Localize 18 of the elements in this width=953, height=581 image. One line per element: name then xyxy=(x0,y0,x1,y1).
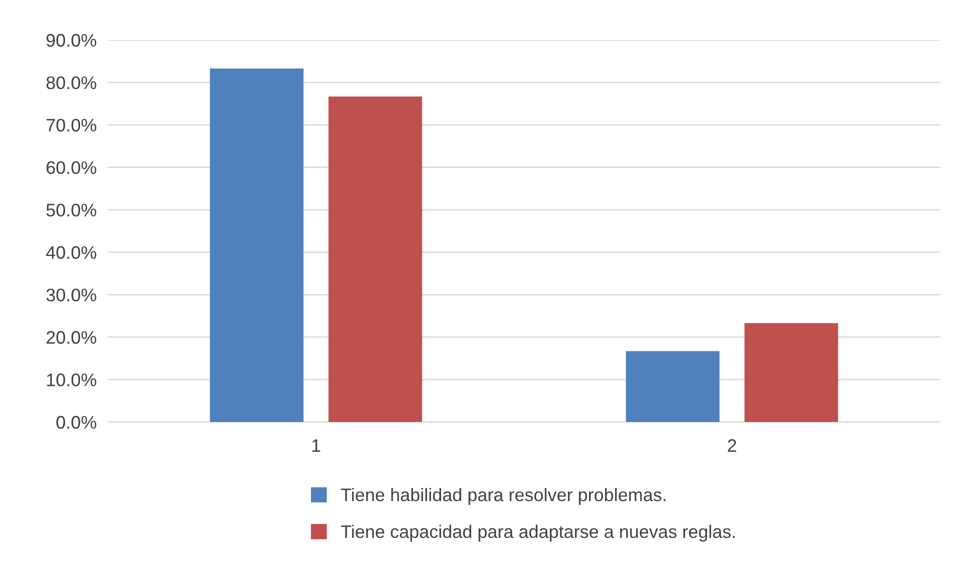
x-tick-label: 1 xyxy=(312,439,320,452)
bar xyxy=(328,96,422,422)
y-tick-label: 80.0% xyxy=(46,76,96,90)
y-tick-label: 20.0% xyxy=(46,331,96,344)
legend-label: Tiene habilidad para resolver problemas. xyxy=(340,488,666,505)
bar xyxy=(626,351,720,422)
y-tick-label: 40.0% xyxy=(46,246,96,259)
x-tick-label: 2 xyxy=(728,439,736,452)
y-tick-label: 70.0% xyxy=(46,118,96,132)
y-tick-label: 0.0% xyxy=(56,416,96,429)
bar xyxy=(210,68,304,422)
y-tick-label: 60.0% xyxy=(46,161,96,174)
y-tick-label: 10.0% xyxy=(47,373,96,386)
bar xyxy=(744,323,838,422)
y-tick-label: 30.0% xyxy=(46,288,96,302)
legend-label: Tiene capacidad para adaptarse a nuevas reglas. xyxy=(340,524,735,542)
y-tick-label: 90.0% xyxy=(46,34,96,47)
y-tick-label: 50.0% xyxy=(46,204,96,216)
